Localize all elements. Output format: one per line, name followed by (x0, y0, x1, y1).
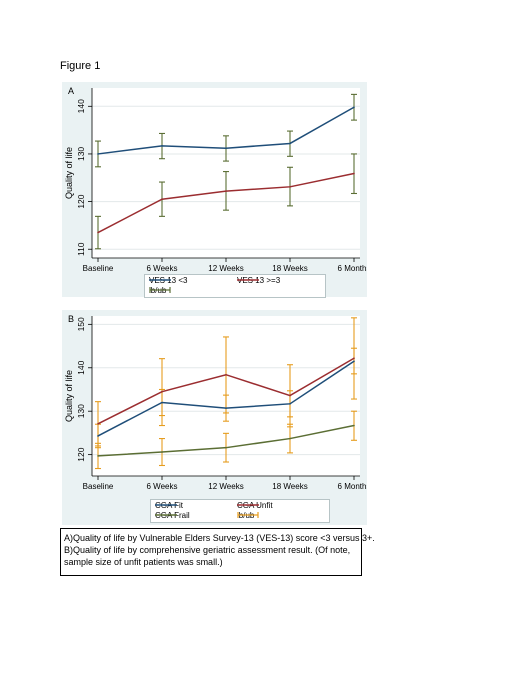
data-point-cga-unfit (289, 394, 291, 397)
data-point-ves-13-3 (97, 153, 99, 155)
x-tick-label: 12 Weeks (208, 264, 243, 273)
y-tick-label: 130 (76, 147, 86, 161)
y-axis-label: Quality of life (64, 370, 74, 422)
data-point-cga-frail (225, 446, 227, 449)
data-point-cga-frail (97, 455, 99, 457)
data-point-ves-13-3 (97, 231, 99, 234)
legend-item-cga-fit: CGA Fit (155, 501, 183, 510)
x-tick-label: Baseline (83, 482, 114, 491)
caption-line-1: A)Quality of life by Vulnerable Elders S… (64, 533, 375, 543)
legend-item-ves-high: VES 13 >=3 (237, 276, 280, 285)
data-point-ves-13-3 (289, 186, 291, 188)
data-point-cga-fit (289, 403, 291, 405)
x-tick-label: Baseline (83, 264, 114, 273)
y-tick-label: 140 (76, 99, 86, 113)
data-point-cga-frail (353, 424, 355, 427)
legend-item-cga-frail: CGA Frail (155, 511, 190, 520)
figure-caption: A)Quality of life by Vulnerable Elders S… (60, 528, 375, 576)
x-tick-label: 12 Weeks (208, 482, 243, 491)
y-tick-label: 130 (76, 404, 86, 418)
y-axis-label: Quality of life (64, 147, 74, 199)
panel-b-chart: 120 130 140 150 Quality of life B Baseline 6 We… (62, 310, 367, 525)
y-tick-label: 120 (76, 194, 86, 208)
panel-b-legend: CGA Fit CGA Unfit CGA Frail lb/ub (150, 499, 330, 523)
caption-line-2: B)Quality of life by comprehensive geria… (64, 545, 351, 555)
x-tick-label: 6 Months (338, 264, 367, 273)
data-point-cga-unfit (225, 373, 227, 376)
data-point-ves-13-3 (161, 198, 163, 201)
data-point-ves-13-3 (225, 147, 227, 150)
panel-label: B (68, 314, 74, 324)
x-tick-label: 18 Weeks (272, 482, 307, 491)
legend-item-cga-unfit: CGA Unfit (237, 501, 273, 510)
data-point-cga-frail (161, 451, 163, 453)
data-point-cga-fit (225, 407, 227, 409)
data-point-ves-13-3 (161, 145, 163, 147)
data-point-cga-unfit (353, 357, 355, 360)
caption-line-3: sample size of unfit patients was small.… (64, 557, 223, 567)
y-tick-label: 110 (76, 242, 86, 256)
data-point-cga-frail (289, 437, 291, 440)
data-point-ves-13-3 (353, 106, 355, 109)
data-point-cga-fit (161, 401, 163, 404)
legend-item-ci-b: lb/ub (237, 511, 259, 520)
data-point-ves-13-3 (353, 172, 355, 175)
x-tick-label: 6 Weeks (147, 482, 178, 491)
x-tick-label: 18 Weeks (272, 264, 307, 273)
data-point-ves-13-3 (289, 142, 291, 145)
panel-a-plot: 110 120 130 140 Quality of life A Baseline 6 We… (64, 86, 367, 273)
x-tick-label: 6 Months (338, 482, 367, 491)
y-tick-label: 120 (76, 447, 86, 461)
data-point-ves-13-3 (225, 190, 227, 192)
legend-item-ci-a: lb/ub (149, 286, 171, 295)
legend-item-ves-low: VES 13 <3 (149, 276, 187, 285)
data-point-cga-unfit (161, 390, 163, 393)
data-point-cga-fit (353, 360, 355, 363)
data-point-cga-unfit (97, 422, 99, 425)
panel-b-plot: 120 130 140 150 Quality of life B Baseline 6 We… (64, 314, 367, 491)
y-tick-label: 150 (76, 317, 86, 331)
panel-label: A (68, 86, 74, 96)
data-point-cga-fit (97, 435, 99, 437)
x-tick-label: 6 Weeks (147, 264, 178, 273)
panel-a-chart: 110 120 130 140 Quality of life A Baseline 6 We… (62, 82, 367, 298)
y-tick-label: 140 (76, 360, 86, 374)
panel-a-legend: VES 13 <3 VES 13 >=3 lb/ub (144, 274, 326, 298)
figure-label: Figure 1 (60, 60, 101, 72)
